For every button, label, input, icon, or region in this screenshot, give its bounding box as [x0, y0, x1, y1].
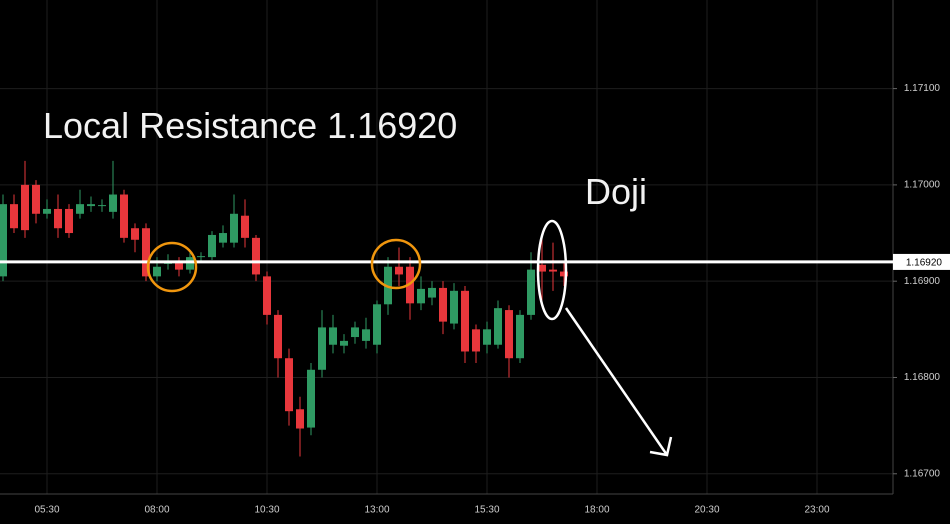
candle-body: [263, 276, 271, 315]
y-tick-label: 1.16900: [904, 276, 941, 287]
candle-body: [120, 194, 128, 238]
candle-body: [175, 261, 183, 270]
candle-body: [32, 184, 40, 214]
candle-body: [527, 269, 535, 315]
x-tick-label: 15:30: [474, 505, 499, 516]
annotation: Doji: [585, 171, 647, 212]
x-tick-label: 05:30: [34, 505, 59, 516]
candle-body: [549, 269, 557, 272]
candle-body: [439, 287, 447, 322]
candle-body: [406, 266, 414, 304]
candle-body: [285, 358, 293, 412]
x-tick-label: 10:30: [254, 505, 279, 516]
candle-body: [98, 205, 106, 207]
y-tick-label: 1.17000: [904, 180, 941, 191]
x-tick-label: 23:00: [804, 505, 829, 516]
x-tick-label: 08:00: [144, 505, 169, 516]
candle-body: [505, 310, 513, 359]
candle-body: [208, 234, 216, 258]
candle-body: [483, 329, 491, 345]
candle-body: [362, 329, 370, 341]
candle-body: [219, 233, 227, 243]
candle-body: [0, 204, 7, 277]
candle-body: [538, 264, 546, 272]
x-tick-label: 20:30: [694, 505, 719, 516]
candle-body: [318, 327, 326, 370]
x-tick-label: 13:00: [364, 505, 389, 516]
candle-body: [560, 271, 568, 277]
arrow: [564, 307, 673, 457]
candle-body: [307, 369, 315, 428]
grid: [0, 0, 893, 494]
y-tick-label: 1.16800: [904, 372, 941, 383]
candle-body: [340, 340, 348, 346]
candle-body: [252, 237, 260, 275]
candle-body: [351, 327, 359, 338]
y-tick-label: 1.16700: [904, 468, 941, 479]
doji-ellipse: [536, 219, 568, 321]
highlight-circle: [146, 241, 198, 293]
candle-body: [10, 204, 18, 229]
candle-body: [21, 184, 29, 231]
candle-body: [230, 213, 238, 243]
candle-body: [54, 208, 62, 229]
candle-body: [197, 256, 205, 258]
candle-body: [296, 409, 304, 429]
candle-body: [153, 266, 161, 277]
candle-body: [329, 327, 337, 345]
candle-body: [109, 194, 117, 212]
candle-body: [131, 228, 139, 240]
candle-body: [76, 204, 84, 214]
candle-body: [472, 329, 480, 352]
candle-body: [516, 314, 524, 359]
candle-body: [417, 288, 425, 304]
candle-body: [65, 208, 73, 234]
candle-body: [241, 215, 249, 238]
annotation: Local Resistance 1.16920: [43, 105, 457, 146]
candle-body: [43, 208, 51, 214]
candle-body: [428, 287, 436, 298]
y-tick-label: 1.17100: [904, 83, 941, 94]
candle-body: [373, 304, 381, 345]
highlight-circle: [370, 238, 422, 290]
candle-body: [87, 204, 95, 207]
candle-body: [494, 308, 502, 345]
candle-body: [450, 290, 458, 324]
x-tick-label: 18:00: [584, 505, 609, 516]
resistance-label: 1.16920: [906, 258, 943, 269]
resistance-label-box: [893, 253, 950, 270]
candle-body: [274, 314, 282, 359]
candles: [0, 160, 568, 457]
candle-body: [142, 228, 150, 277]
candle-body: [395, 266, 403, 275]
candle-body: [461, 290, 469, 352]
